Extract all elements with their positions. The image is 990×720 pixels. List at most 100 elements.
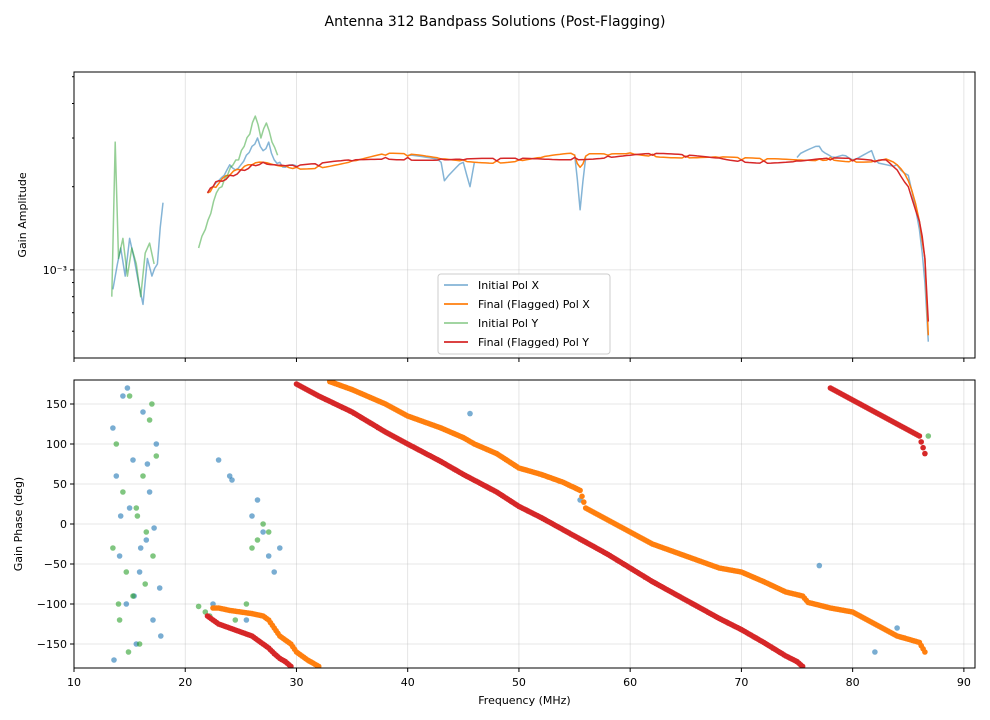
phase-point [125, 649, 132, 655]
x-tick-label: 50 [512, 676, 526, 689]
phase-point [123, 601, 130, 607]
phase-point [113, 473, 120, 479]
phase-point [575, 486, 582, 493]
phase-point [146, 489, 153, 495]
phase-y-tick-label: −100 [37, 598, 67, 611]
phase-y-tick-label: 0 [60, 518, 67, 531]
x-tick-label: 30 [289, 676, 303, 689]
phase-point [215, 457, 222, 463]
phase-point [579, 493, 585, 500]
amplitude-axes-frame [73, 71, 976, 359]
legend: Initial Pol X Final (Flagged) Pol X Initia… [437, 273, 611, 355]
phase-point [143, 529, 150, 535]
phase-point [260, 529, 266, 535]
phase-point [265, 529, 272, 535]
phase-point [150, 553, 156, 559]
amp-line-final-flagged-pol-y [206, 152, 930, 322]
amp-y-tick-label: 10⁻³ [43, 264, 67, 277]
phase-point [111, 657, 117, 663]
x-tick-label: 40 [401, 676, 415, 689]
phase-point [265, 553, 272, 559]
phase-point [269, 648, 276, 655]
phase-point [249, 513, 255, 519]
phase-ticks: 10 20 30 40 50 60 70 80 90 −150 −100 −50 0 50 100 150 [37, 398, 971, 689]
phase-point [136, 569, 143, 575]
legend-entry: Initial Pol X [478, 279, 539, 292]
phase-point [110, 545, 116, 551]
phase-point [153, 453, 160, 459]
x-tick-label: 90 [957, 676, 971, 689]
x-tick-label: 70 [734, 676, 748, 689]
phase-grid [73, 380, 975, 668]
x-tick-label: 80 [846, 676, 860, 689]
phase-point [130, 457, 136, 463]
x-tick-label: 20 [178, 676, 192, 689]
phase-point [116, 553, 123, 559]
amp-line-initial-pol-y [111, 115, 279, 298]
phase-series [110, 380, 932, 668]
phase-point [314, 662, 320, 668]
phase-point [914, 432, 921, 438]
legend-entry: Final (Flagged) Pol X [478, 298, 590, 311]
phase-point [116, 617, 123, 623]
phase-point [136, 641, 143, 647]
phase-point [271, 569, 278, 575]
phase-point [467, 410, 473, 417]
phase-point [914, 639, 921, 645]
phase-point [149, 401, 155, 407]
phase-point [123, 569, 130, 575]
phase-point [269, 622, 276, 629]
phase-point [264, 615, 270, 622]
phase-point [120, 393, 126, 399]
phase-point [158, 633, 164, 639]
phase-y-tick-label: 100 [46, 438, 67, 451]
phase-point [286, 662, 292, 668]
phase-point [925, 433, 932, 439]
phase-point [115, 601, 122, 607]
phase-point [920, 646, 926, 652]
amplitude-ticks: 10⁻³ [43, 76, 965, 362]
phase-y-tick-label: −50 [44, 558, 67, 571]
phase-point [872, 649, 878, 655]
phase-point [249, 545, 255, 551]
phase-point [117, 513, 124, 519]
phase-point [254, 497, 261, 503]
phase-point [126, 505, 133, 511]
phase-point [110, 425, 116, 431]
phase-point [156, 585, 163, 591]
phase-point [140, 473, 146, 479]
phase-point [126, 393, 133, 399]
amplitude-grid [73, 72, 975, 358]
phase-point [291, 646, 298, 653]
phase-point [264, 643, 270, 650]
phase-point [113, 441, 120, 447]
phase-point [243, 601, 250, 607]
phase-point [134, 513, 141, 519]
phase-y-tick-label: 150 [46, 398, 67, 411]
legend-frame [437, 273, 611, 355]
phase-point [286, 639, 292, 646]
phase-y-tick-label: 50 [53, 478, 67, 491]
phase-point [275, 630, 281, 637]
phase-y-tick-label: −150 [37, 638, 67, 651]
legend-entry: Final (Flagged) Pol Y [478, 336, 589, 349]
x-tick-label: 10 [67, 676, 81, 689]
phase-point [920, 444, 926, 451]
amplitude-panel: 10⁻³ Gain Amplitude Initial Pol X Final (… [16, 71, 976, 362]
figure-title: Antenna 312 Bandpass Solutions (Post-Fla… [325, 14, 666, 30]
phase-point [151, 525, 157, 531]
phase-point [816, 562, 823, 569]
phase-point [133, 505, 140, 511]
phase-point [144, 461, 151, 467]
phase-point [243, 617, 250, 623]
phase-point [143, 537, 150, 543]
phase-panel: 10 20 30 40 50 60 70 80 90 −150 −100 −50 0 50 100 150 G… [12, 379, 976, 707]
phase-point [260, 521, 266, 527]
x-axis-label: Frequency (MHz) [478, 694, 570, 707]
phase-point [150, 617, 156, 623]
phase-point [254, 537, 261, 543]
phase-point [918, 439, 924, 445]
phase-point [137, 545, 144, 551]
phase-point [130, 593, 136, 599]
